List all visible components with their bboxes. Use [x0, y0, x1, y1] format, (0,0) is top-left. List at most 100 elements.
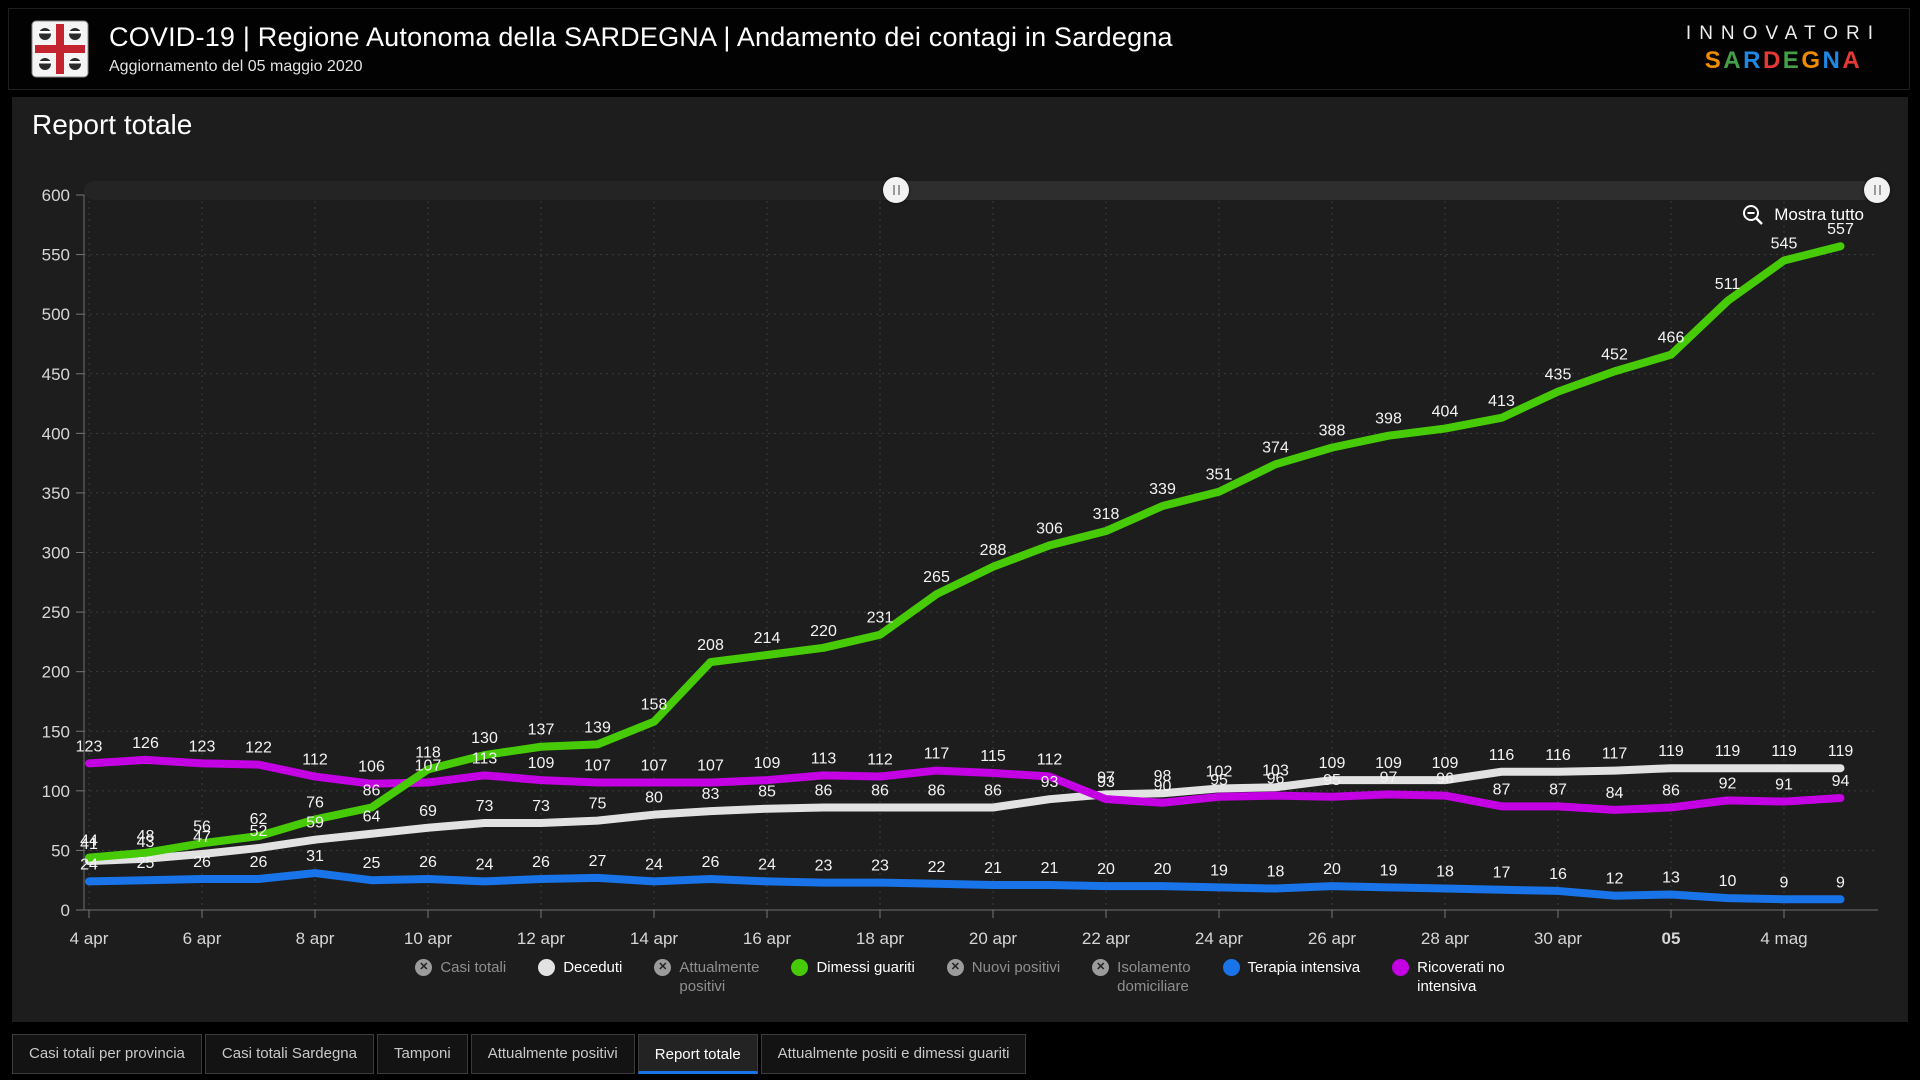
legend-label: Isolamento domiciliare: [1117, 959, 1191, 995]
data-label: 73: [476, 798, 494, 815]
data-label: 413: [1488, 393, 1515, 410]
data-label: 96: [1267, 771, 1285, 788]
legend-item-dimessi-guariti[interactable]: Dimessi guariti: [791, 959, 915, 978]
legend-marker-icon: [1392, 959, 1410, 976]
range-slider-track[interactable]: [84, 181, 1878, 200]
data-label: 123: [189, 738, 216, 755]
show-all-label: Mostra tutto: [1774, 205, 1864, 224]
brand-line1: INNOVATORI: [1685, 23, 1881, 44]
data-label: 106: [358, 759, 385, 776]
data-label: 137: [528, 722, 555, 739]
data-label: 84: [1606, 785, 1624, 802]
tab-casi-totali-per-provincia[interactable]: Casi totali per provincia: [12, 1034, 202, 1074]
data-label: 91: [1775, 777, 1793, 794]
data-label: 73: [532, 798, 550, 815]
tab-attualmente-positivi[interactable]: Attualmente positivi: [470, 1034, 635, 1074]
sardinia-coat-of-arms-icon: [31, 20, 89, 78]
tab-bar: Casi totali per provincia Casi totali Sar…: [12, 1034, 1027, 1074]
data-label: 21: [984, 860, 1002, 877]
data-label: 158: [641, 697, 668, 714]
series-line-terapia-intensiva: [85, 869, 1845, 904]
data-label: 388: [1319, 423, 1346, 440]
legend-item-nuovi-positivi[interactable]: ✕ Nuovi positivi: [946, 959, 1060, 978]
data-label: 25: [363, 855, 381, 872]
data-label: 112: [867, 752, 893, 769]
data-label: 107: [641, 757, 668, 774]
y-axis-label: 100: [42, 782, 70, 801]
data-label: 10: [1719, 873, 1737, 890]
data-label: 87: [1493, 781, 1511, 798]
data-label: 107: [415, 757, 442, 774]
data-label: 119: [1715, 743, 1741, 760]
innovatori-sardegna-logo: INNOVATORI SARDEGNA: [1686, 23, 1887, 75]
legend-item-ricoverati-no-intensiva[interactable]: Ricoverati no intensiva: [1392, 959, 1505, 997]
data-label: 9: [1780, 874, 1789, 891]
update-subtitle: Aggiornamento del 05 maggio 2020: [109, 58, 363, 75]
legend-item-casi-totali[interactable]: ✕ Casi totali: [415, 959, 506, 978]
brand-letter: D: [1762, 47, 1783, 74]
legend-item-deceduti[interactable]: Deceduti: [538, 959, 622, 978]
legend-item-terapia-intensiva[interactable]: Terapia intensiva: [1222, 959, 1361, 978]
tab-report-totale[interactable]: Report totale: [637, 1034, 758, 1074]
data-label: 22: [928, 859, 946, 876]
x-axis-label: 14 apr: [630, 929, 679, 948]
data-label: 20: [1097, 861, 1115, 878]
data-label: 56: [193, 818, 211, 835]
x-axis-label: 12 apr: [517, 929, 566, 948]
legend-label: Terapia intensiva: [1247, 959, 1361, 976]
data-label: 93: [1097, 774, 1115, 791]
data-label: 119: [1658, 743, 1684, 760]
data-label: 107: [697, 757, 724, 774]
range-slider-right-handle[interactable]: [1864, 177, 1891, 203]
chart-panel: Report totale 0 50 100 150 200 250 300 350 400 45…: [12, 97, 1908, 1022]
data-label: 139: [584, 719, 611, 736]
data-label: 231: [867, 610, 894, 627]
legend-item-isolamento-domiciliare[interactable]: ✕ Isolamento domiciliare: [1092, 959, 1191, 997]
app-header: COVID-19 | Regione Autonoma della SARDEG…: [8, 8, 1910, 90]
data-label: 265: [923, 569, 950, 586]
y-axis-label: 300: [42, 544, 70, 563]
data-label: 130: [471, 730, 498, 747]
tab-casi-totali-sardegna[interactable]: Casi totali Sardegna: [204, 1034, 374, 1074]
range-slider-selection[interactable]: [884, 181, 1866, 200]
data-label: 123: [76, 738, 103, 755]
data-label: 117: [924, 746, 950, 763]
legend-item-attualmente-positivi[interactable]: ✕ Attualmente positivi: [654, 959, 759, 997]
legend-label: Dimessi guariti: [816, 959, 915, 976]
data-label: 59: [306, 815, 324, 832]
data-label: 306: [1036, 520, 1063, 537]
data-label: 20: [1323, 861, 1341, 878]
data-label: 318: [1093, 506, 1120, 523]
tab-tamponi[interactable]: Tamponi: [377, 1034, 468, 1074]
data-label: 52: [250, 823, 268, 840]
y-axis-label: 600: [42, 186, 70, 205]
data-label: 20: [1154, 861, 1172, 878]
legend-marker-disabled-icon: ✕: [1092, 959, 1110, 976]
data-label: 16: [1549, 866, 1567, 883]
brand-letter: N: [1822, 47, 1843, 74]
tab-attualmente-positi-e-dimessi-guariti[interactable]: Attualmente positi e dimessi guariti: [760, 1034, 1027, 1074]
y-axis-label: 400: [42, 424, 70, 443]
data-label: 398: [1375, 411, 1402, 428]
data-label: 17: [1493, 865, 1511, 882]
show-all-button[interactable]: Mostra tutto: [1741, 203, 1864, 227]
data-label: 86: [363, 783, 381, 800]
data-label: 92: [1719, 775, 1737, 792]
y-axis-label: 500: [42, 305, 70, 324]
legend-label: Attualmente positivi: [679, 959, 760, 995]
data-label: 75: [589, 796, 607, 813]
data-label: 18: [1436, 864, 1454, 881]
y-axis-label: 0: [61, 901, 70, 920]
brand-letter: R: [1743, 47, 1763, 74]
brand-letter: A: [1723, 47, 1744, 74]
data-label: 44: [80, 833, 98, 850]
data-label: 511: [1715, 276, 1741, 293]
data-label: 90: [1154, 778, 1172, 795]
data-label: 24: [758, 856, 776, 873]
data-labels-dimessi-guariti: 44 48 56 62 76 86 118 130 137 139 158 208 214 220 231 2…: [80, 221, 1854, 849]
data-label: 117: [1602, 746, 1628, 763]
data-label: 43: [137, 834, 155, 851]
legend-marker-disabled-icon: ✕: [654, 959, 672, 976]
y-axis-label: 50: [51, 841, 70, 860]
range-slider-left-handle[interactable]: [883, 177, 910, 203]
